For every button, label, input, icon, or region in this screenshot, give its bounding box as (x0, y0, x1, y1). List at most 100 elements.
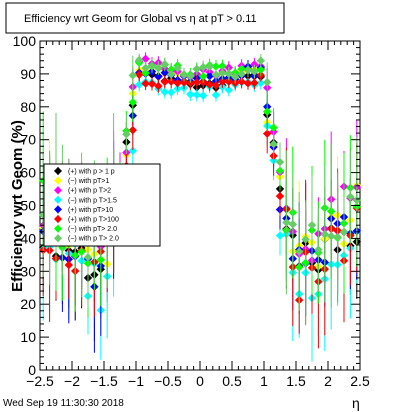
data-point (154, 63, 163, 72)
data-point (154, 72, 163, 81)
data-point (173, 78, 182, 88)
data-point (160, 60, 169, 69)
data-point (147, 62, 157, 71)
data-point (83, 253, 93, 262)
data-point (64, 260, 73, 270)
title-box: Efficiency wrt Geom for Global vs η at p… (5, 2, 285, 34)
data-point (256, 65, 265, 74)
x-tick-label: 1 (260, 373, 268, 389)
x-tick-label: 0 (196, 373, 204, 389)
data-point (218, 61, 227, 71)
data-point (295, 247, 304, 256)
x-tick-label: 2 (324, 373, 332, 389)
legend-label: (−) with p T>1.5 (68, 197, 117, 204)
y-tick-label: 100 (13, 33, 37, 49)
x-tick-label: −2 (64, 373, 80, 389)
data-point (128, 71, 137, 80)
x-tick-label: −1.5 (90, 373, 118, 389)
data-point (275, 157, 285, 167)
data-point (141, 54, 150, 64)
data-point (327, 231, 336, 241)
y-tick-label: 10 (20, 329, 36, 345)
y-tick-label: 40 (20, 230, 36, 246)
data-point (141, 79, 150, 88)
data-point (320, 229, 329, 239)
legend-label: (+) with p T>100 (68, 217, 119, 224)
legend: (+) with p > 1 p (−) with pT>1 (+) with p … (43, 163, 161, 247)
data-point (167, 88, 176, 97)
legend-label: (+) with pT>10 (68, 207, 113, 214)
legend-marker (54, 234, 62, 243)
data-point (250, 67, 259, 76)
y-tick-label: 30 (20, 263, 36, 279)
data-point (243, 66, 253, 75)
data-point (237, 69, 246, 79)
axis-ticks: −2.5 −2 −1.5 −1 −0.5 0 0.5 1 1.5 2 2.5 0 10 20 30 40 50 6… (13, 33, 370, 389)
legend-label: (+) with p > 1 p (68, 169, 115, 176)
legend-marker (54, 224, 62, 233)
data-point (167, 77, 176, 86)
data-point (224, 69, 233, 78)
legend-marker (54, 195, 62, 204)
data-point (199, 63, 208, 72)
data-point (128, 125, 137, 135)
data-point (288, 220, 297, 229)
data-point (224, 77, 233, 86)
data-point (352, 195, 361, 205)
data-point (135, 80, 144, 89)
data-point (205, 62, 214, 71)
data-point (205, 80, 214, 89)
data-point (301, 235, 310, 244)
data-point (167, 70, 176, 79)
data-point (263, 129, 272, 138)
data-point (173, 64, 182, 73)
legend-label: (−) with pT>1 (68, 178, 109, 185)
data-point (282, 218, 291, 227)
data-point (199, 72, 208, 81)
data-point (263, 107, 272, 116)
legend-marker (54, 167, 62, 175)
y-tick-label: 50 (20, 198, 36, 214)
data-point (154, 81, 163, 91)
legend-label: (−) with pT> 2.0 (68, 226, 117, 233)
data-point (250, 60, 259, 69)
x-tick-label: −1 (128, 373, 144, 389)
data-point (186, 78, 195, 88)
data-point (256, 78, 265, 88)
y-tick-label: 60 (20, 165, 36, 181)
data-point (96, 255, 105, 265)
data-point (237, 77, 246, 86)
x-axis-title: η (352, 395, 360, 411)
data-point (333, 232, 342, 242)
data-point (179, 70, 189, 80)
data-point (135, 70, 144, 79)
data-point (275, 191, 285, 201)
data-point (186, 90, 195, 99)
y-tick-label: 20 (20, 296, 36, 312)
data-point (128, 98, 137, 107)
chart-title: Efficiency wrt Geom for Global vs η at p… (24, 13, 257, 25)
x-tick-label: −0.5 (154, 373, 182, 389)
data-point (160, 87, 169, 97)
data-point (39, 210, 48, 220)
data-point (192, 64, 201, 74)
x-tick-label: 2.5 (350, 373, 370, 389)
data-point (135, 55, 144, 65)
legend-label: (+) with p T>2 (68, 188, 111, 195)
legend-marker (54, 186, 62, 195)
data-point (211, 70, 221, 80)
data-point (218, 77, 227, 86)
y-tick-label: 90 (20, 66, 36, 82)
data-point (224, 85, 233, 95)
data-point (211, 90, 221, 100)
data-point (186, 72, 195, 81)
y-tick-label: 70 (20, 132, 36, 148)
data-point (250, 78, 259, 88)
data-point (307, 220, 317, 230)
x-tick-label: −2.5 (26, 373, 54, 389)
data-point (314, 245, 323, 254)
legend-marker (54, 205, 62, 214)
y-axis-title: Efficiency wrt Geom (%) (9, 120, 26, 292)
data-point (160, 77, 169, 86)
